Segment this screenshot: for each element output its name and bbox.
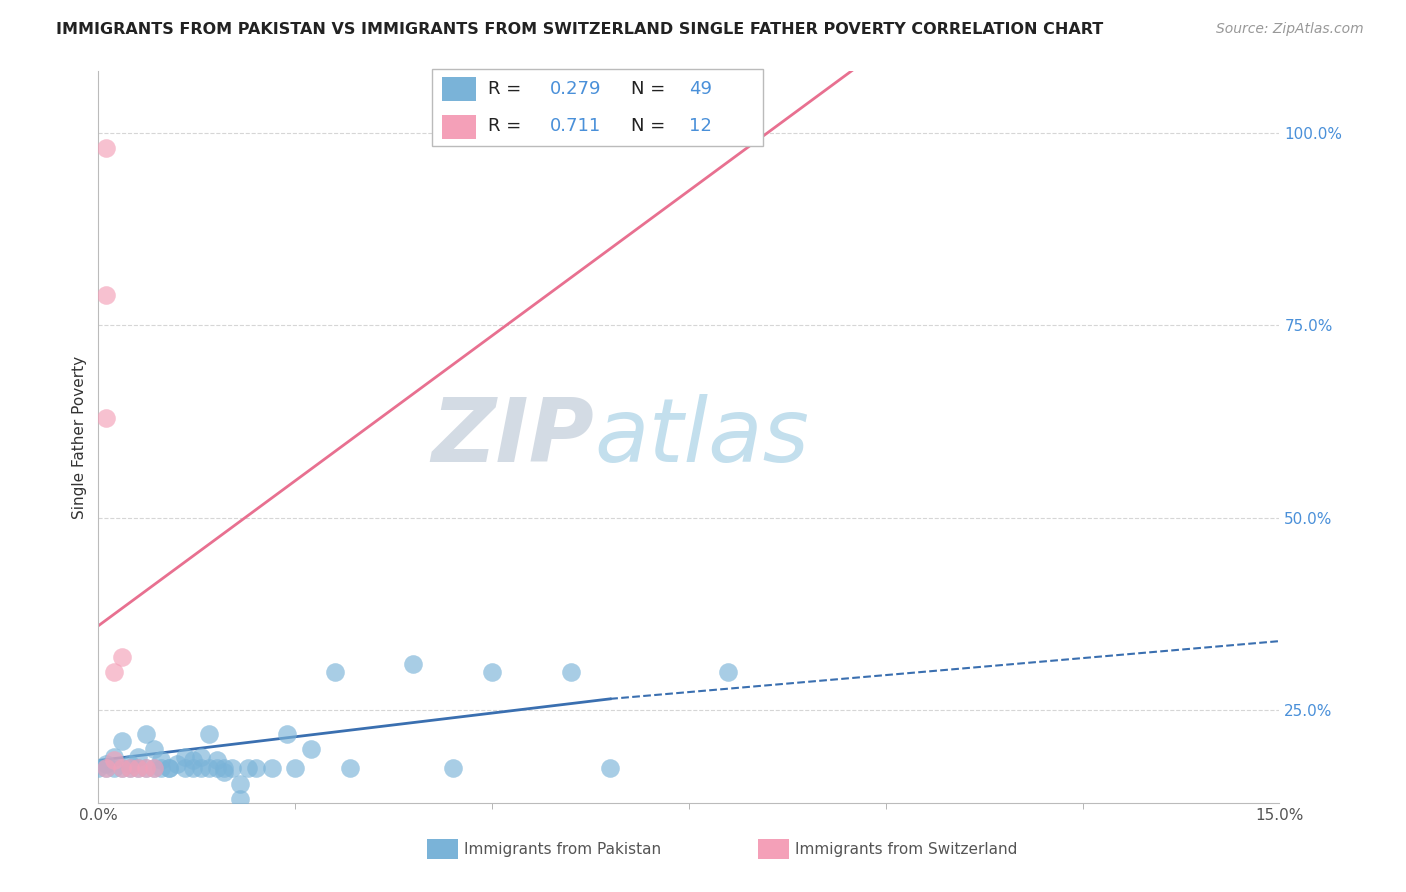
Point	[402, 657, 425, 672]
Point	[339, 761, 361, 775]
Point	[299, 742, 322, 756]
Point	[174, 761, 197, 775]
Point	[103, 761, 125, 775]
Point	[190, 749, 212, 764]
Point	[181, 761, 204, 775]
Point	[205, 754, 228, 768]
Point	[135, 761, 157, 775]
Point	[118, 761, 141, 775]
Text: ZIP: ZIP	[432, 393, 595, 481]
Point	[135, 761, 157, 775]
Point	[560, 665, 582, 679]
Point	[103, 665, 125, 679]
Point	[142, 761, 165, 775]
Text: 0.711: 0.711	[550, 118, 602, 136]
Point	[111, 761, 134, 775]
Point	[111, 734, 134, 748]
Text: Immigrants from Pakistan: Immigrants from Pakistan	[464, 842, 661, 856]
Point	[142, 761, 165, 775]
Text: atlas: atlas	[595, 394, 810, 480]
Point	[103, 749, 125, 764]
Point	[166, 757, 188, 772]
Point	[181, 754, 204, 768]
Point	[323, 665, 346, 679]
Point	[127, 761, 149, 775]
Point	[127, 761, 149, 775]
Point	[157, 761, 180, 775]
Point	[276, 726, 298, 740]
Point	[174, 749, 197, 764]
Point	[599, 761, 621, 775]
Point	[214, 761, 236, 775]
Point	[142, 742, 165, 756]
Point	[236, 761, 259, 775]
Point	[135, 726, 157, 740]
Point	[190, 761, 212, 775]
Point	[96, 410, 118, 425]
Point	[284, 761, 307, 775]
Point	[150, 761, 173, 775]
Point	[96, 761, 118, 775]
Point	[197, 761, 219, 775]
Text: IMMIGRANTS FROM PAKISTAN VS IMMIGRANTS FROM SWITZERLAND SINGLE FATHER POVERTY CO: IMMIGRANTS FROM PAKISTAN VS IMMIGRANTS F…	[56, 22, 1104, 37]
Text: Immigrants from Switzerland: Immigrants from Switzerland	[794, 842, 1017, 856]
FancyBboxPatch shape	[432, 69, 763, 145]
Point	[118, 761, 141, 775]
Text: R =: R =	[488, 80, 527, 98]
Point	[96, 287, 118, 301]
Point	[87, 761, 110, 775]
Y-axis label: Single Father Poverty: Single Father Poverty	[72, 356, 87, 518]
Point	[111, 761, 134, 775]
Point	[221, 761, 243, 775]
Point	[96, 141, 118, 155]
Text: R =: R =	[488, 118, 527, 136]
Point	[127, 749, 149, 764]
Point	[717, 665, 740, 679]
Text: N =: N =	[631, 118, 671, 136]
Point	[150, 754, 173, 768]
Point	[205, 761, 228, 775]
Point	[96, 757, 118, 772]
Point	[197, 726, 219, 740]
Point	[111, 649, 134, 664]
Point	[214, 764, 236, 779]
Point	[441, 761, 464, 775]
Point	[96, 761, 118, 775]
Point	[103, 754, 125, 768]
Point	[260, 761, 283, 775]
Point	[229, 776, 252, 790]
Point	[157, 761, 180, 775]
Text: 49: 49	[689, 80, 711, 98]
Text: Source: ZipAtlas.com: Source: ZipAtlas.com	[1216, 22, 1364, 37]
Point	[245, 761, 267, 775]
Text: 0.279: 0.279	[550, 80, 602, 98]
Point	[481, 665, 503, 679]
Point	[229, 792, 252, 806]
Text: N =: N =	[631, 80, 671, 98]
Point	[118, 757, 141, 772]
Text: 12: 12	[689, 118, 711, 136]
Bar	[443, 115, 477, 139]
Bar	[443, 78, 477, 102]
